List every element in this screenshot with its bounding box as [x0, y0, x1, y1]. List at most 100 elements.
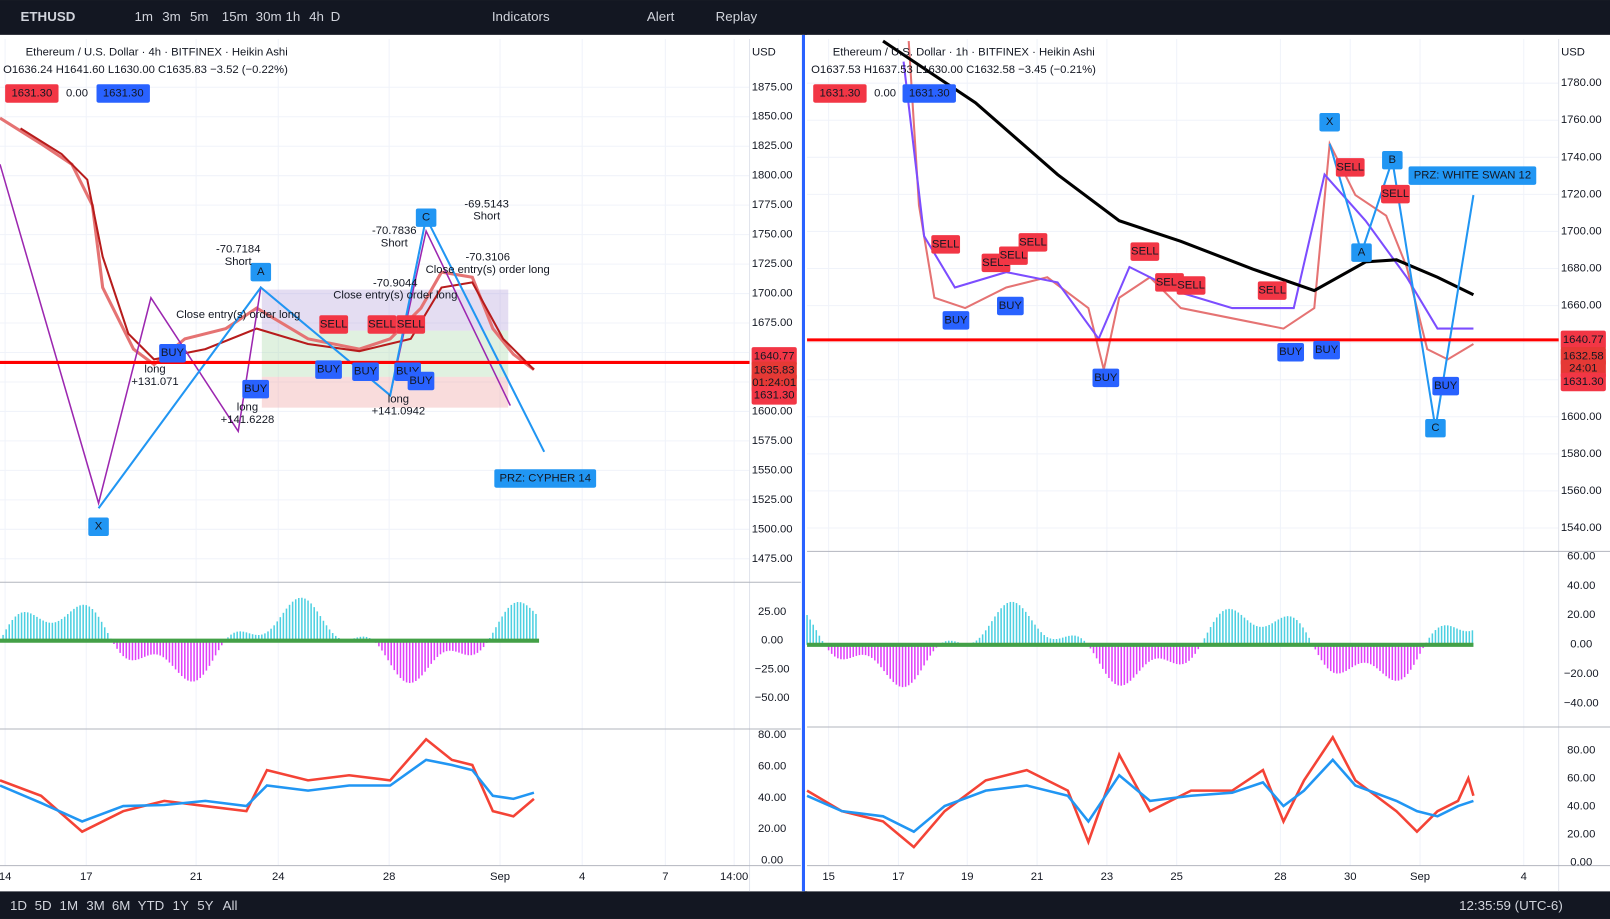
toolbar-button[interactable]: D: [331, 9, 341, 24]
price-tag: 1640.77: [1563, 334, 1604, 346]
toolbar-button[interactable]: ETHUSD: [21, 9, 76, 24]
range-button[interactable]: 5D: [35, 898, 52, 913]
osc-tick-label: −40.00: [1564, 697, 1599, 709]
trade-note: Short: [225, 256, 253, 268]
sell-signal: SELL: [1382, 188, 1410, 200]
price-tick-label: 1740.00: [1561, 151, 1602, 163]
ask-box: [902, 84, 956, 103]
buy-signal-box: [315, 360, 342, 379]
currency: USD: [1561, 46, 1585, 58]
price-tick-label: 1575.00: [752, 435, 793, 447]
trade-note: -70.7836: [372, 225, 417, 237]
bid-box: [813, 84, 867, 103]
trade-note: -70.3106: [465, 252, 510, 264]
range-button[interactable]: 6M: [112, 898, 131, 913]
pattern-point: A: [1358, 247, 1366, 259]
range-button[interactable]: 5Y: [197, 898, 213, 913]
pattern-point: B: [1389, 154, 1397, 166]
range-button[interactable]: 1M: [60, 898, 79, 913]
osc-tick-label: 25.00: [758, 606, 786, 618]
sell-signal: SELL: [1177, 279, 1205, 291]
pattern-point-box: [415, 208, 437, 227]
rsi-tick-label: 0.00: [761, 854, 783, 866]
pattern-point: X: [1326, 116, 1334, 128]
price-tick-label: 1825.00: [752, 140, 793, 152]
price-tick-label: 1750.00: [752, 229, 793, 241]
sell-signal-box: [1257, 281, 1287, 300]
sell-signal-box: [1130, 242, 1160, 261]
toolbar-button[interactable]: 3m: [162, 9, 181, 24]
pattern-point-box: [1425, 418, 1446, 438]
date-label: 21: [190, 871, 203, 883]
osc-tick-label: 40.00: [1567, 580, 1595, 592]
toolbar-button[interactable]: 30m: [256, 9, 282, 24]
rsi-tick-label: 20.00: [1567, 829, 1595, 841]
range-button[interactable]: 1Y: [173, 898, 189, 913]
rsi-line: [806, 734, 1475, 849]
pattern-point: X: [95, 521, 103, 533]
toolbar-button[interactable]: 4h: [309, 9, 324, 24]
trade-note: Close entry(s) order long: [333, 290, 457, 302]
buy-signal: BUY: [161, 347, 185, 359]
trade-note: -70.9044: [373, 277, 418, 289]
range-button[interactable]: 3M: [86, 898, 105, 913]
price-tick-label: 1525.00: [752, 494, 793, 506]
ask: 1631.30: [909, 87, 950, 99]
pattern-point-box: [1351, 243, 1372, 262]
price-tag: 1631.30: [1563, 376, 1604, 388]
pattern-point-box: [1319, 112, 1340, 132]
bid: 1631.30: [820, 87, 861, 99]
date-label: 15: [822, 871, 835, 883]
toolbar-button[interactable]: 1h: [285, 9, 300, 24]
toolbar-button[interactable]: 15m: [222, 9, 248, 24]
date-label: 21: [1031, 871, 1044, 883]
price-tick-label: 1500.00: [752, 523, 793, 535]
price-tick-label: 1780.00: [1561, 77, 1602, 89]
toolbar-button[interactable]: 5m: [190, 9, 209, 24]
osc-tick-label: −50.00: [755, 692, 790, 704]
toolbar-button[interactable]: 1m: [135, 9, 154, 24]
buy-signal-box: [1277, 342, 1305, 362]
ohlc: O1636.24 H1641.60 L1630.00 C1635.83 −3.5…: [3, 64, 288, 76]
sell-signal: SELL: [932, 238, 960, 250]
pattern-point: A: [257, 266, 265, 278]
rsi-line: [0, 758, 535, 823]
price-tag: 01:24:01: [752, 377, 796, 389]
rsi-tick-label: 80.00: [758, 729, 786, 741]
range-button[interactable]: YTD: [138, 898, 165, 913]
chart-title: Ethereum / U.S. Dollar · 4h · BITFINEX ·…: [26, 46, 288, 58]
sell-signal-box: [1381, 184, 1410, 204]
harmonic-pattern: [0, 164, 512, 507]
toolbar: ETHUSD 1m 3m 5m 15m 30m 1h 4h D Indicators Alert Re…: [21, 9, 758, 24]
toolbar-button[interactable]: Indicators: [492, 9, 550, 24]
date-label: 14:00: [720, 871, 748, 883]
sell-signal-box: [1018, 233, 1048, 252]
sell-signal-box: [319, 315, 349, 334]
date-label: Sep: [1410, 871, 1430, 883]
spread: 0.00: [874, 87, 896, 99]
buy-signal: BUY: [409, 375, 433, 387]
buy-signal-box: [159, 343, 186, 363]
range-button[interactable]: 1D: [10, 898, 27, 913]
price-tick-label: 1580.00: [1561, 448, 1602, 460]
price-tag-box: [751, 386, 797, 405]
price-tick-label: 1550.00: [752, 464, 793, 476]
price-tick-label: 1600.00: [1561, 411, 1602, 423]
sell-signal-box: [367, 315, 397, 334]
date-label: 14: [0, 871, 11, 883]
ohlc: O1637.53 H1637.53 L1630.00 C1632.58 −3.4…: [811, 64, 1096, 76]
range-button[interactable]: All: [223, 898, 238, 913]
clock: 12:35:59 (UTC-6): [1459, 898, 1563, 913]
trade-note: +141.0942: [372, 406, 426, 418]
date-label: 7: [662, 871, 668, 883]
sell-signal: SELL: [397, 318, 425, 330]
toolbar-button[interactable]: Alert: [647, 9, 675, 24]
price-tick-label: 1600.00: [752, 405, 793, 417]
toolbar-button[interactable]: Replay: [716, 9, 758, 24]
price-tick-label: 1680.00: [1561, 263, 1602, 275]
rsi-tick-label: 80.00: [1567, 745, 1595, 757]
osc-tick-label: −20.00: [1564, 668, 1599, 680]
buy-signal: BUY: [1279, 346, 1303, 358]
osc-tick-label: 60.00: [1567, 551, 1595, 563]
bid: 1631.30: [11, 87, 52, 99]
